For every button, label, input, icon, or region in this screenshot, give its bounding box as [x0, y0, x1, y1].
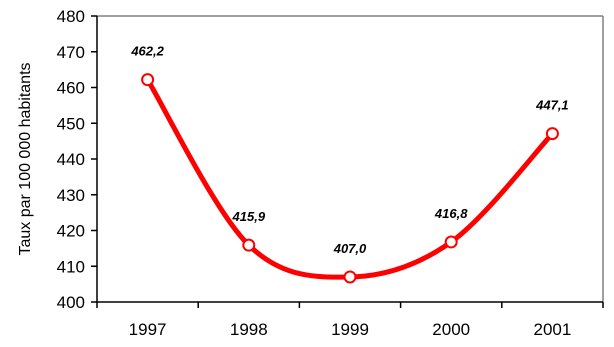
plot-frame: [97, 15, 604, 302]
data-label: 447,1: [535, 98, 569, 113]
y-axis-title: Taux par 100 000 habitants: [17, 62, 34, 255]
y-tick-label: 470: [57, 43, 85, 62]
y-tick-label: 460: [57, 79, 85, 98]
data-point: [242, 238, 256, 252]
x-tick-label: 1999: [331, 320, 369, 339]
y-tick-label: 410: [57, 257, 85, 276]
data-label: 416,8: [434, 206, 468, 221]
data-label: 407,0: [333, 241, 367, 256]
y-tick-label: 400: [57, 293, 85, 312]
data-label: 462,2: [130, 44, 164, 59]
y-tick-label: 430: [57, 186, 85, 205]
x-tick-label: 1998: [230, 320, 268, 339]
x-tick-label: 2001: [533, 320, 571, 339]
series: 462,2 415,9 407,0 416,8 447,1: [130, 44, 569, 284]
x-tick-label: 2000: [432, 320, 470, 339]
data-point: [545, 127, 559, 141]
y-tick-label: 450: [57, 114, 85, 133]
y-axis: 400 410 420 430 440 450 460 470 480: [57, 7, 98, 312]
data-point: [343, 270, 357, 284]
x-tick-label: 1997: [129, 320, 167, 339]
data-point: [141, 73, 155, 87]
y-tick-label: 440: [57, 150, 85, 169]
y-tick-label: 480: [57, 7, 85, 26]
x-axis: 1997 1998 1999 2000 2001: [96, 301, 604, 339]
data-point: [444, 235, 458, 249]
data-label: 415,9: [232, 209, 266, 224]
y-tick-label: 420: [57, 222, 85, 241]
